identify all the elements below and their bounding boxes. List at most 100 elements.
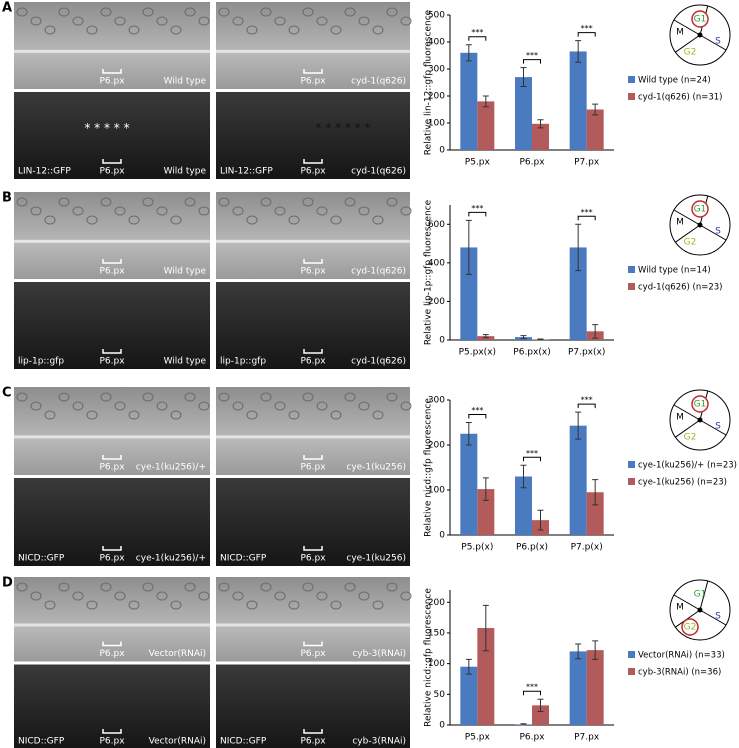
cycle-phase: G1 [694,590,707,600]
nucleus [344,7,356,17]
marker-label: P6.px [99,267,125,277]
error-bar [592,324,599,339]
nucleus [156,401,168,411]
nucleus [198,401,210,411]
cycle-phase: S [715,37,721,47]
marker-label: P6.px [300,463,326,473]
nucleus [16,582,28,592]
x-tick-label: P7.p(x) [571,543,603,553]
x-tick-label: P7.px [574,733,600,743]
genotype-label: Wild type [164,167,207,177]
significance-label: *** [471,28,483,37]
nucleus [198,16,210,26]
nucleus [358,206,370,216]
cycle-divider [699,224,727,241]
bar [532,123,549,150]
nucleus [156,206,168,216]
error-bar [592,479,599,506]
nucleus [86,215,98,225]
nucleus [288,600,300,610]
micrograph [14,282,210,369]
error-bar [575,223,582,272]
marker-label: P6.px [99,737,125,747]
legend-swatch [628,76,635,83]
nucleus [232,16,244,26]
x-tick-label: P5.p(x) [461,543,493,553]
cuticle [14,435,210,439]
marker-bracket [303,455,323,460]
nucleus [344,197,356,207]
micrograph [216,387,410,475]
significance-label: *** [581,24,593,33]
cycle-divider [673,594,701,611]
genotype-label: Wild type [164,357,207,367]
y-tick-label: 600 [428,220,445,230]
micrograph [14,478,210,566]
genotype-label: cyb-3(RNAi) [352,737,406,747]
nucleus [344,392,356,402]
nucleus [386,197,398,207]
nucleus [72,206,84,216]
nucleus [86,600,98,610]
error-bar [482,95,489,108]
legend-swatch [628,651,635,658]
nucleus [260,582,272,592]
marker-label: P6.px [300,267,326,277]
cuticle [14,49,210,53]
reporter-label: NICD::GFP [18,554,65,564]
nucleus [58,197,70,207]
nucleus [198,591,210,601]
nucleus [184,7,196,17]
nucleus [232,591,244,601]
error-bar [482,604,489,652]
x-tick-label: P7.px [574,158,600,168]
bar [477,489,495,535]
nucleus [302,582,314,592]
reporter-label: NICD::GFP [220,554,267,564]
error-bar [537,698,544,712]
reporter-label: NICD::GFP [18,737,65,747]
marker-bracket [102,729,122,734]
nucleus [288,25,300,35]
significance-bracket [468,36,487,41]
y-axis-label: Relative lip-1p::gfp fluorescence [424,199,434,345]
marker-bracket [102,69,122,74]
nucleus [58,7,70,17]
nucleus [246,600,258,610]
nucleus [274,401,286,411]
bar [477,101,495,150]
nucleus [30,401,42,411]
marker-bracket [303,259,323,264]
bar [515,476,532,535]
nucleus [274,16,286,26]
bar [532,705,549,725]
nucleus [316,591,328,601]
nucleus [372,410,384,420]
nucleus [260,197,272,207]
genotype-label: cye-1(ku256) [346,554,406,564]
y-tick-label: 0 [439,721,445,731]
error-bar [537,119,544,129]
y-tick-label: 150 [428,628,445,638]
nucleus [386,7,398,17]
marker-bracket [102,641,122,647]
micrograph [216,664,410,748]
nucleus [316,206,328,216]
error-bar [482,477,489,501]
y-tick-label: 300 [428,65,445,75]
genotype-label: Vector(RNAi) [149,649,206,659]
micrograph [14,2,210,89]
reporter-label: LIN-12::GFP [220,167,273,177]
nucleus [44,25,56,35]
cycle-center [697,32,703,38]
micrograph [14,192,210,279]
micrograph [216,478,410,566]
legend-label: Wild type (n=14) [638,266,711,276]
nucleus [58,582,70,592]
nucleus [114,591,126,601]
significance-bracket [468,414,487,419]
cycle-phase: G2 [684,238,697,248]
nucleus [316,401,328,411]
micrograph [216,282,410,369]
nucleus [358,591,370,601]
